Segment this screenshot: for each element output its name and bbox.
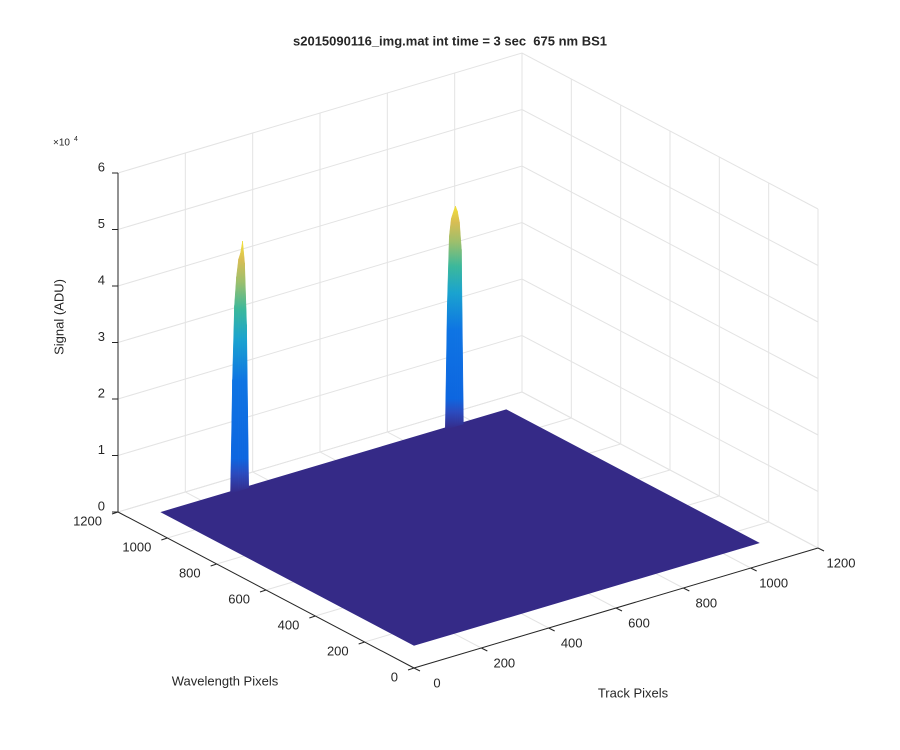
grid-line bbox=[117, 108, 819, 266]
z-tick-label: 5 bbox=[98, 216, 105, 231]
x-tick bbox=[481, 647, 488, 652]
peak-column bbox=[445, 304, 448, 430]
y-tick bbox=[358, 641, 365, 645]
peak-column bbox=[244, 262, 247, 490]
peak-column bbox=[246, 324, 249, 489]
x-tick-label: 800 bbox=[695, 595, 717, 610]
y-tick-label: 600 bbox=[228, 591, 250, 606]
peak-column bbox=[455, 205, 458, 427]
peak-column bbox=[238, 252, 241, 492]
x-tick-label: 0 bbox=[433, 675, 440, 690]
peak-column bbox=[449, 218, 452, 429]
z-scale-power: 4 bbox=[74, 136, 78, 143]
y-tick-label: 1200 bbox=[73, 513, 102, 528]
x-tick-label: 1000 bbox=[759, 575, 788, 590]
z-axis-title: Signal (ADU) bbox=[51, 279, 66, 355]
y-tick-label: 200 bbox=[327, 643, 349, 658]
surface-floor bbox=[160, 409, 760, 646]
peak-column bbox=[240, 240, 243, 491]
grid-line bbox=[117, 52, 819, 210]
x-tick bbox=[615, 607, 623, 612]
y-tick bbox=[407, 667, 415, 671]
z-tick-label: 6 bbox=[98, 159, 105, 174]
z-tick-label: 2 bbox=[98, 385, 105, 400]
peak-column bbox=[461, 249, 464, 425]
x-tick bbox=[548, 627, 555, 632]
z-scale-base: ×10 bbox=[53, 138, 70, 149]
peak-column bbox=[457, 211, 460, 427]
peak-column bbox=[242, 240, 245, 490]
x-tick-label: 400 bbox=[561, 635, 583, 650]
x-tick-label: 1200 bbox=[827, 555, 856, 570]
chart-title: s2015090116_img.mat int time = 3 sec 675… bbox=[293, 33, 607, 48]
y-tick-label: 0 bbox=[391, 669, 398, 684]
peak-column bbox=[234, 276, 237, 493]
x-tick bbox=[683, 587, 690, 592]
x-tick-label: 600 bbox=[628, 615, 650, 630]
peak-column bbox=[232, 305, 235, 493]
x-axis-title: Track Pixels bbox=[598, 685, 669, 700]
z-tick-label: 0 bbox=[98, 498, 105, 513]
y-tick-label: 1000 bbox=[122, 539, 151, 554]
grid-line bbox=[117, 165, 819, 323]
y-tick-label: 400 bbox=[278, 617, 300, 632]
y-axis-title: Wavelength Pixels bbox=[172, 673, 279, 688]
grid-line bbox=[117, 391, 819, 549]
z-tick-label: 4 bbox=[98, 272, 105, 287]
peak-column bbox=[459, 221, 462, 426]
grid-line bbox=[117, 278, 819, 436]
y-tick bbox=[309, 615, 316, 619]
peak-column bbox=[447, 236, 450, 430]
y-tick bbox=[161, 537, 168, 541]
x-tick bbox=[817, 547, 825, 552]
z-tick-label: 1 bbox=[98, 442, 105, 457]
y-tick bbox=[259, 589, 267, 593]
grid-line bbox=[117, 334, 819, 492]
y-tick bbox=[210, 563, 217, 567]
x-tick bbox=[750, 567, 757, 572]
x-tick bbox=[413, 667, 421, 672]
z-tick-label: 3 bbox=[98, 329, 105, 344]
grid-line bbox=[117, 221, 819, 379]
peak-column bbox=[236, 259, 239, 492]
peak-column bbox=[451, 212, 454, 428]
peak-column bbox=[453, 205, 456, 428]
x-tick-label: 200 bbox=[493, 655, 515, 670]
y-tick-label: 800 bbox=[179, 565, 201, 580]
peak-column bbox=[230, 379, 233, 494]
